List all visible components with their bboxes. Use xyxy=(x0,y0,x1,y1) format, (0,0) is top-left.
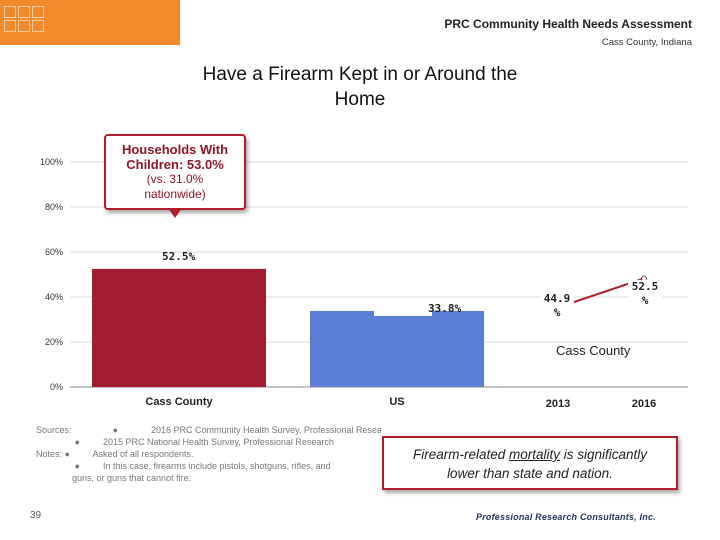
bullet-icon: ● xyxy=(74,461,80,471)
bullet-icon: ● xyxy=(64,449,70,459)
logo-grid-icon xyxy=(4,6,56,38)
children-callout: Households With Children: 53.0% (vs. 31.… xyxy=(104,134,246,210)
y-tick-label: 80% xyxy=(45,202,63,212)
header-subtitle: Cass County, Indiana xyxy=(601,37,692,48)
bar-value-label: 33.8% xyxy=(428,302,461,315)
bullet-icon: ● xyxy=(74,437,80,447)
callout-pointer xyxy=(168,208,182,218)
note-2-cont-row: guns, or guns that cannot fire. xyxy=(36,472,381,484)
note-2-row: ● In this case, firearms include pistols… xyxy=(36,460,381,472)
notes-label: Notes: xyxy=(36,449,63,459)
page-number: 39 xyxy=(30,510,42,521)
prc-logo xyxy=(0,0,180,45)
trend-x-label: 2016 xyxy=(632,398,656,410)
finding-post: is significantly xyxy=(560,447,648,462)
y-tick-label: 0% xyxy=(50,382,63,392)
brand-footer: Professional Research Consultants, Inc. xyxy=(476,512,656,522)
source-2-row: ● 2015 PRC National Health Survey, Profe… xyxy=(36,436,381,448)
chart-title: Have a Firearm Kept in or Around the Hom… xyxy=(202,64,518,110)
note-2: In this case, firearms include pistols, … xyxy=(102,461,331,471)
bar-cass-county xyxy=(92,268,266,387)
bar-us xyxy=(310,310,484,387)
callout-line-3: (vs. 31.0% xyxy=(146,172,204,186)
callout-line-2: Children: 53.0% xyxy=(126,157,224,172)
y-tick-label: 40% xyxy=(45,292,63,302)
trend-series-name: Cass County xyxy=(556,343,631,358)
sources-row: Sources: ● 2016 PRC Community Health Sur… xyxy=(36,424,381,436)
sources-label: Sources: xyxy=(36,425,72,435)
notes-row: Notes: ● Asked of all respondents. xyxy=(36,448,381,460)
note-1: Asked of all respondents. xyxy=(92,449,194,459)
x-category-label: Cass County xyxy=(145,396,213,408)
trend-label-2013: 44.9 % xyxy=(540,292,574,320)
note-2-cont: guns, or guns that cannot fire. xyxy=(72,473,192,483)
bar-value-label: 52.5% xyxy=(162,250,195,263)
finding-line-2: lower than state and nation. xyxy=(447,466,613,481)
y-tick-label: 20% xyxy=(45,337,63,347)
source-2: 2015 PRC National Health Survey, Profess… xyxy=(102,437,334,447)
bar-label-bg xyxy=(374,300,432,316)
callout-line-1: Households With xyxy=(121,142,229,157)
y-tick-label: 100% xyxy=(40,157,63,167)
x-category-label: US xyxy=(389,396,404,408)
y-tick-label: 60% xyxy=(45,247,63,257)
trend-x-label: 2013 xyxy=(546,398,570,410)
mortality-finding-box: Firearm-related mortality is significant… xyxy=(382,436,678,490)
trend-label-2016: 52.5 % xyxy=(628,280,662,308)
callout-line-4: nationwide) xyxy=(144,187,206,201)
finding-pre: Firearm-related xyxy=(412,447,509,462)
header-title: PRC Community Health Needs Assessment xyxy=(444,17,692,31)
notes-block: Sources: ● 2016 PRC Community Health Sur… xyxy=(36,424,381,484)
source-1: 2016 PRC Community Health Survey, Profes… xyxy=(151,425,381,435)
finding-underlined: mortality xyxy=(508,447,560,462)
bullet-icon: ● xyxy=(112,425,118,435)
finding-line-1: Firearm-related mortality is significant… xyxy=(384,445,676,464)
